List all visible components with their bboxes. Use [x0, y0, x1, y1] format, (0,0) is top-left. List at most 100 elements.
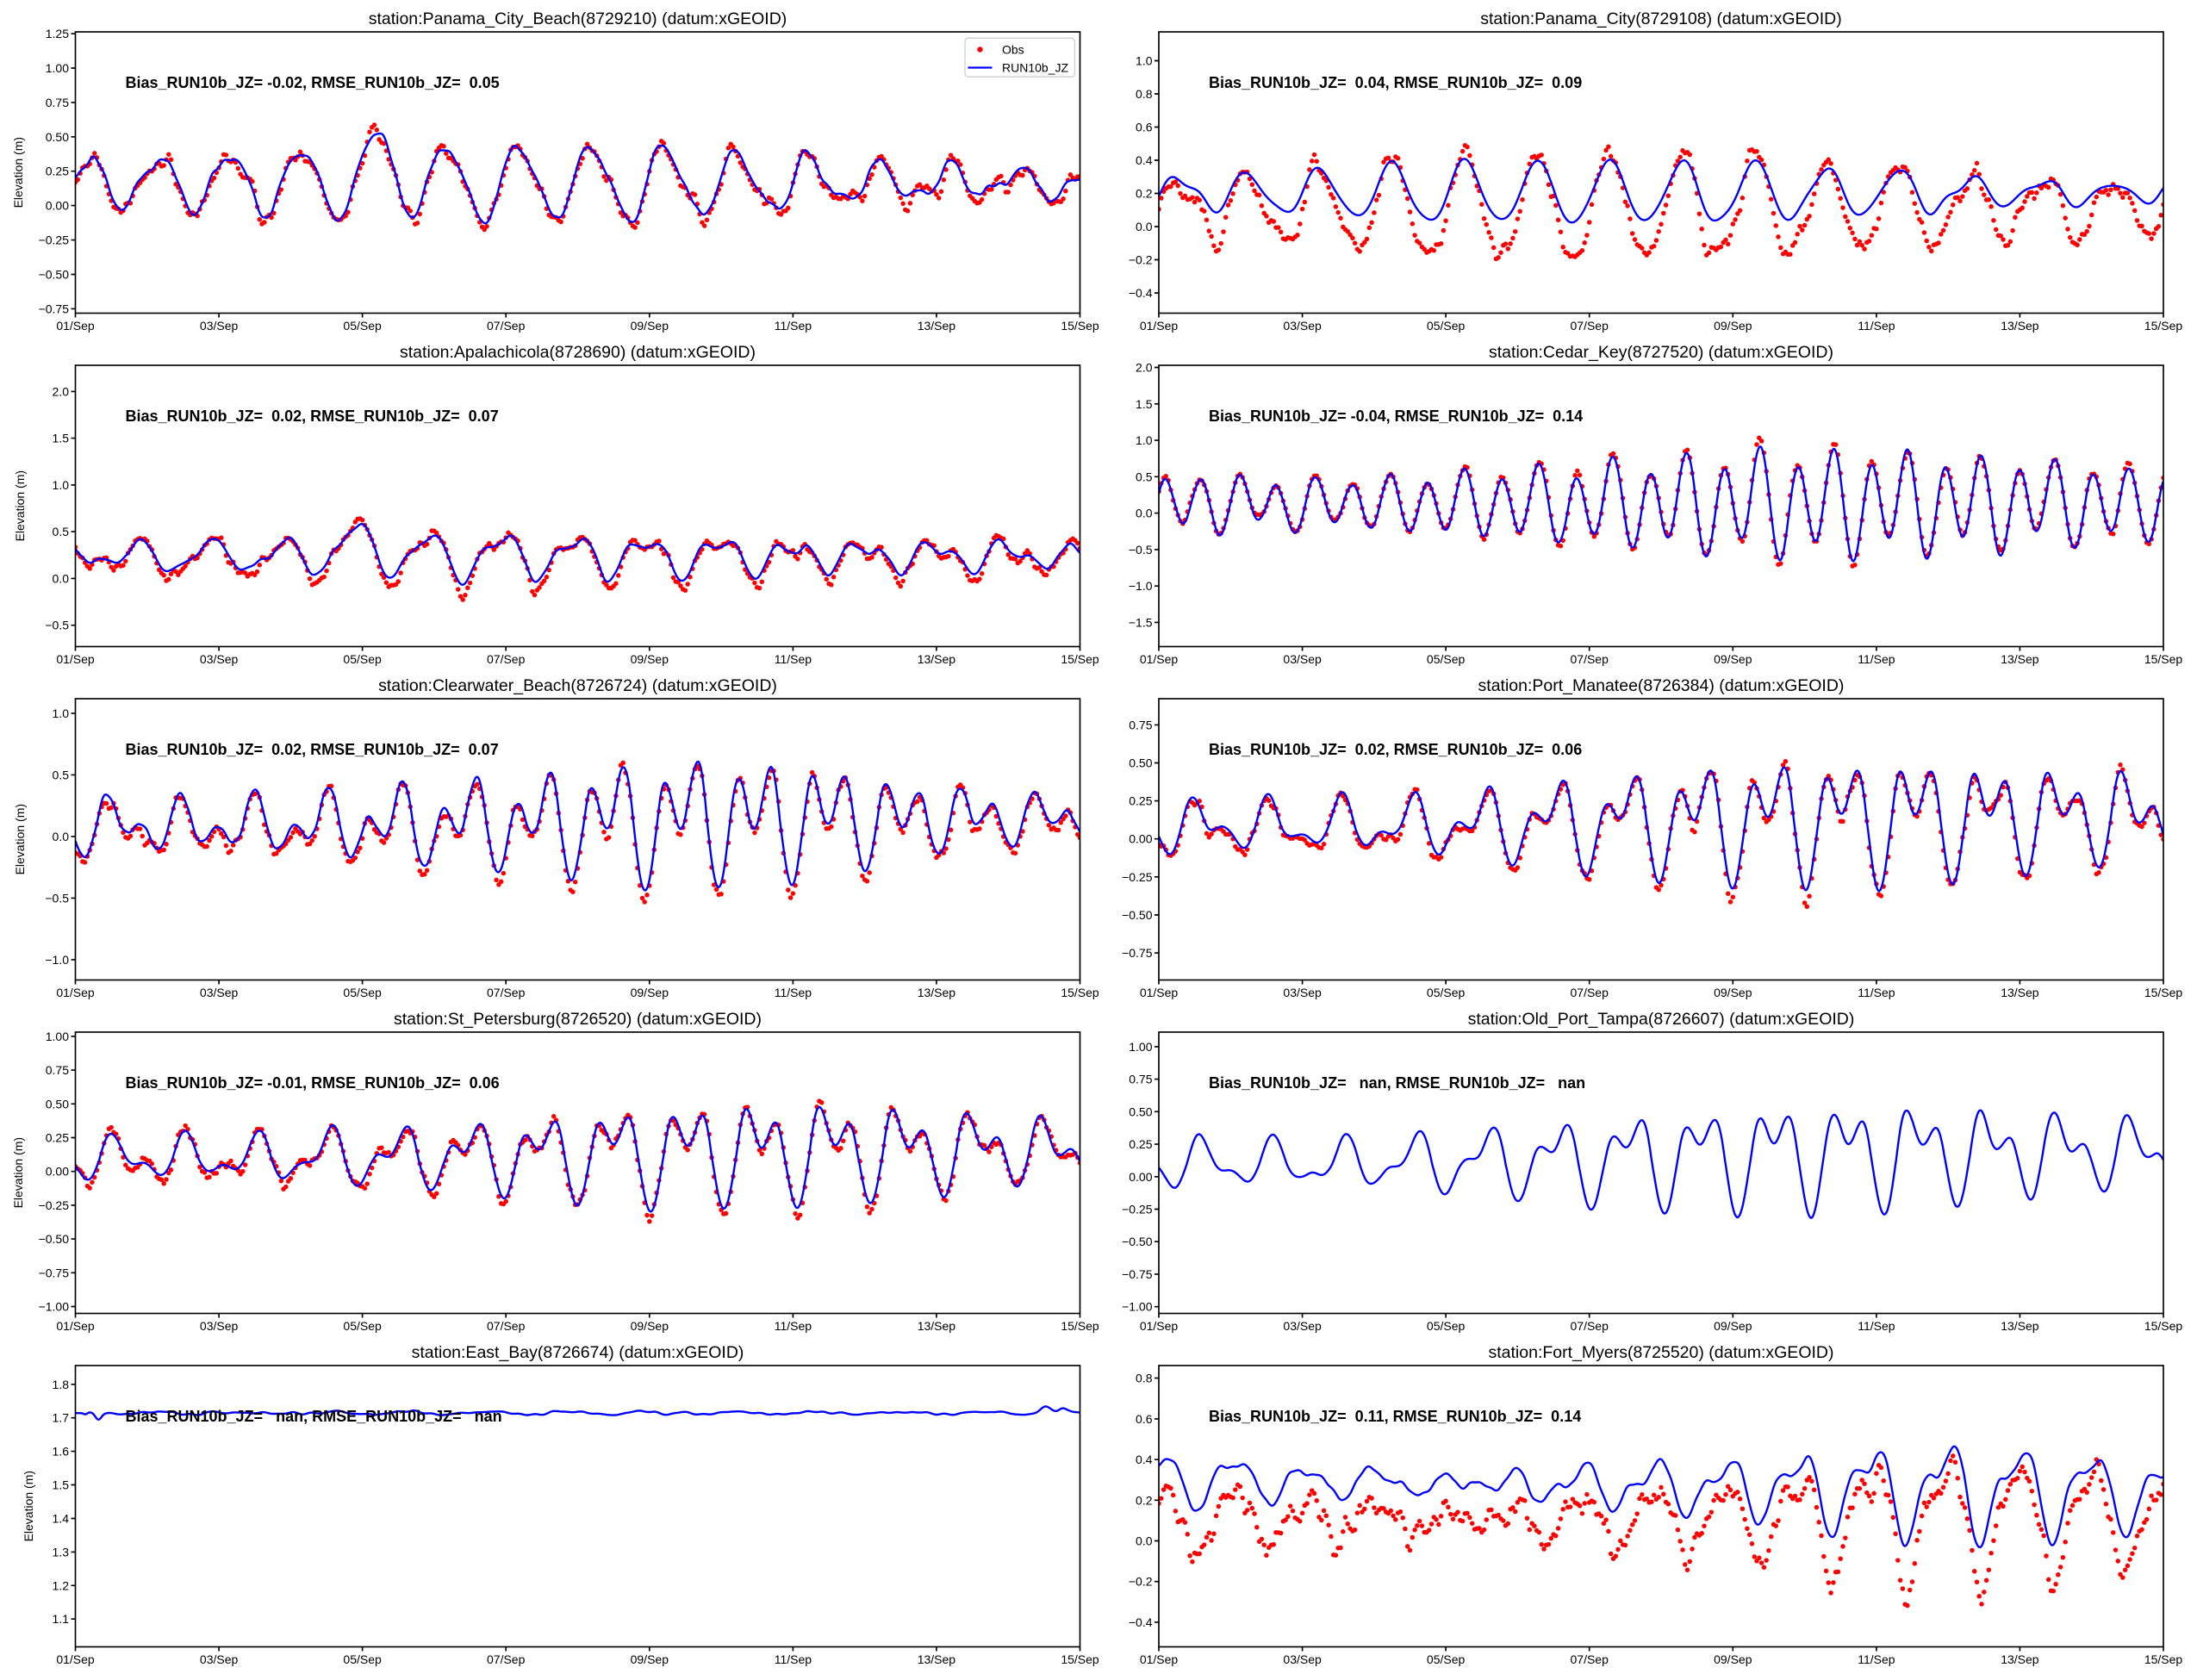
- svg-text:Bias_RUN10b_JZ= 0.11, RMSE_RU: Bias_RUN10b_JZ= 0.11, RMSE_RUN10b_JZ= 0.…: [1209, 1408, 1581, 1425]
- svg-text:07/Sep: 07/Sep: [1571, 1319, 1609, 1333]
- svg-text:0.75: 0.75: [1129, 718, 1152, 731]
- svg-text:−0.5: −0.5: [1129, 543, 1153, 557]
- svg-text:−1.0: −1.0: [45, 953, 69, 967]
- svg-text:01/Sep: 01/Sep: [56, 1652, 95, 1666]
- svg-text:05/Sep: 05/Sep: [343, 319, 382, 333]
- svg-text:01/Sep: 01/Sep: [56, 1319, 95, 1333]
- svg-text:15/Sep: 15/Sep: [1061, 1319, 1099, 1333]
- svg-text:−0.50: −0.50: [1122, 908, 1153, 922]
- svg-text:1.7: 1.7: [53, 1411, 70, 1425]
- svg-text:Elevation (m): Elevation (m): [13, 804, 27, 874]
- svg-text:−0.75: −0.75: [39, 1266, 70, 1279]
- svg-text:0.0: 0.0: [53, 571, 70, 585]
- svg-text:1.0: 1.0: [53, 478, 70, 492]
- svg-text:Elevation (m): Elevation (m): [11, 1137, 25, 1208]
- svg-text:11/Sep: 11/Sep: [775, 1652, 812, 1666]
- svg-text:0.6: 0.6: [1136, 1412, 1153, 1426]
- svg-text:1.5: 1.5: [53, 432, 70, 445]
- svg-text:RUN10b_JZ: RUN10b_JZ: [1002, 61, 1068, 75]
- svg-text:1.25: 1.25: [46, 27, 69, 40]
- svg-text:0.25: 0.25: [1129, 1137, 1152, 1151]
- svg-text:03/Sep: 03/Sep: [1283, 986, 1322, 999]
- svg-text:07/Sep: 07/Sep: [1571, 319, 1609, 333]
- svg-text:15/Sep: 15/Sep: [1061, 1652, 1099, 1666]
- svg-text:station:Panama_City(8729108) (: station:Panama_City(8729108) (datum:xGEO…: [1480, 9, 1841, 28]
- svg-text:03/Sep: 03/Sep: [200, 319, 239, 333]
- svg-text:1.0: 1.0: [1136, 433, 1153, 447]
- svg-text:03/Sep: 03/Sep: [1283, 319, 1322, 333]
- svg-text:11/Sep: 11/Sep: [775, 319, 812, 333]
- svg-text:09/Sep: 09/Sep: [631, 652, 669, 666]
- svg-text:03/Sep: 03/Sep: [1283, 652, 1322, 666]
- svg-text:−0.4: −0.4: [1129, 286, 1153, 300]
- svg-text:−0.2: −0.2: [1129, 1575, 1153, 1589]
- svg-text:09/Sep: 09/Sep: [631, 1652, 669, 1666]
- svg-text:03/Sep: 03/Sep: [200, 986, 239, 999]
- svg-text:05/Sep: 05/Sep: [343, 1319, 382, 1333]
- svg-text:0.0: 0.0: [1136, 220, 1153, 233]
- svg-text:03/Sep: 03/Sep: [1283, 1652, 1322, 1666]
- svg-text:0.0: 0.0: [53, 830, 70, 843]
- svg-text:11/Sep: 11/Sep: [1858, 319, 1895, 333]
- svg-text:15/Sep: 15/Sep: [2144, 986, 2183, 999]
- svg-text:−1.5: −1.5: [1129, 615, 1153, 629]
- svg-text:07/Sep: 07/Sep: [487, 986, 526, 999]
- svg-text:station:Panama_City_Beach(8729: station:Panama_City_Beach(8729210) (datu…: [369, 9, 787, 28]
- svg-text:0.8: 0.8: [1136, 87, 1153, 101]
- svg-text:01/Sep: 01/Sep: [56, 652, 95, 666]
- svg-text:15/Sep: 15/Sep: [2144, 652, 2183, 666]
- svg-text:−0.25: −0.25: [39, 233, 70, 247]
- svg-text:13/Sep: 13/Sep: [2001, 986, 2039, 999]
- svg-text:07/Sep: 07/Sep: [1571, 1652, 1609, 1666]
- svg-text:01/Sep: 01/Sep: [56, 319, 95, 333]
- svg-text:−0.5: −0.5: [45, 619, 69, 632]
- svg-text:15/Sep: 15/Sep: [2144, 319, 2183, 333]
- svg-text:station:Port_Manatee(8726384): station:Port_Manatee(8726384) (datum:xGE…: [1478, 676, 1845, 695]
- svg-text:Bias_RUN10b_JZ= -0.02, RMSE_RU: Bias_RUN10b_JZ= -0.02, RMSE_RUN10b_JZ= 0…: [126, 74, 500, 91]
- svg-text:Bias_RUN10b_JZ= -0.01, RMSE_RU: Bias_RUN10b_JZ= -0.01, RMSE_RUN10b_JZ= 0…: [126, 1074, 500, 1092]
- svg-text:Bias_RUN10b_JZ= 0.02, RMSE_RU: Bias_RUN10b_JZ= 0.02, RMSE_RUN10b_JZ= 0.…: [126, 408, 499, 425]
- svg-text:03/Sep: 03/Sep: [200, 1319, 239, 1333]
- svg-text:−0.75: −0.75: [1122, 1267, 1153, 1281]
- svg-text:15/Sep: 15/Sep: [1061, 652, 1099, 666]
- svg-text:01/Sep: 01/Sep: [1140, 652, 1179, 666]
- svg-text:07/Sep: 07/Sep: [487, 1652, 526, 1666]
- svg-text:0.2: 0.2: [1136, 187, 1153, 201]
- svg-text:07/Sep: 07/Sep: [1571, 652, 1609, 666]
- svg-text:0.5: 0.5: [53, 768, 70, 781]
- svg-text:11/Sep: 11/Sep: [775, 1319, 812, 1333]
- svg-text:1.5: 1.5: [53, 1478, 70, 1492]
- svg-text:0.25: 0.25: [46, 165, 69, 178]
- svg-text:03/Sep: 03/Sep: [200, 1652, 239, 1666]
- svg-text:09/Sep: 09/Sep: [631, 986, 669, 999]
- svg-text:0.75: 0.75: [1129, 1073, 1152, 1086]
- svg-text:0.5: 0.5: [1136, 470, 1153, 483]
- svg-text:05/Sep: 05/Sep: [1427, 986, 1466, 999]
- svg-text:13/Sep: 13/Sep: [2001, 1652, 2039, 1666]
- svg-text:0.00: 0.00: [1129, 1170, 1152, 1184]
- svg-text:0.75: 0.75: [46, 96, 69, 109]
- svg-text:03/Sep: 03/Sep: [200, 652, 239, 666]
- svg-text:1.00: 1.00: [1129, 1040, 1152, 1054]
- svg-text:07/Sep: 07/Sep: [487, 652, 526, 666]
- svg-text:13/Sep: 13/Sep: [2001, 319, 2039, 333]
- svg-text:−0.50: −0.50: [39, 268, 70, 282]
- svg-text:Bias_RUN10b_JZ= 0.02, RMSE_RU: Bias_RUN10b_JZ= 0.02, RMSE_RUN10b_JZ= 0.…: [1209, 741, 1582, 758]
- svg-text:1.0: 1.0: [1136, 54, 1153, 68]
- svg-text:station:Old_Port_Tampa(8726607: station:Old_Port_Tampa(8726607) (datum:x…: [1468, 1010, 1855, 1029]
- svg-text:Obs: Obs: [1002, 43, 1024, 57]
- svg-text:−0.25: −0.25: [1122, 870, 1153, 884]
- svg-text:05/Sep: 05/Sep: [1427, 652, 1466, 666]
- svg-text:05/Sep: 05/Sep: [343, 1652, 382, 1666]
- svg-text:09/Sep: 09/Sep: [1714, 319, 1752, 333]
- svg-text:13/Sep: 13/Sep: [918, 1319, 956, 1333]
- svg-text:0.50: 0.50: [46, 130, 69, 144]
- svg-text:0.8: 0.8: [1136, 1372, 1153, 1385]
- svg-text:−1.00: −1.00: [39, 1300, 70, 1314]
- svg-text:07/Sep: 07/Sep: [487, 1319, 526, 1333]
- svg-text:09/Sep: 09/Sep: [1714, 1319, 1752, 1333]
- svg-text:station:Clearwater_Beach(87267: station:Clearwater_Beach(8726724) (datum…: [378, 676, 777, 695]
- svg-text:05/Sep: 05/Sep: [1427, 1652, 1466, 1666]
- svg-text:0.2: 0.2: [1136, 1493, 1153, 1507]
- svg-text:01/Sep: 01/Sep: [1140, 319, 1179, 333]
